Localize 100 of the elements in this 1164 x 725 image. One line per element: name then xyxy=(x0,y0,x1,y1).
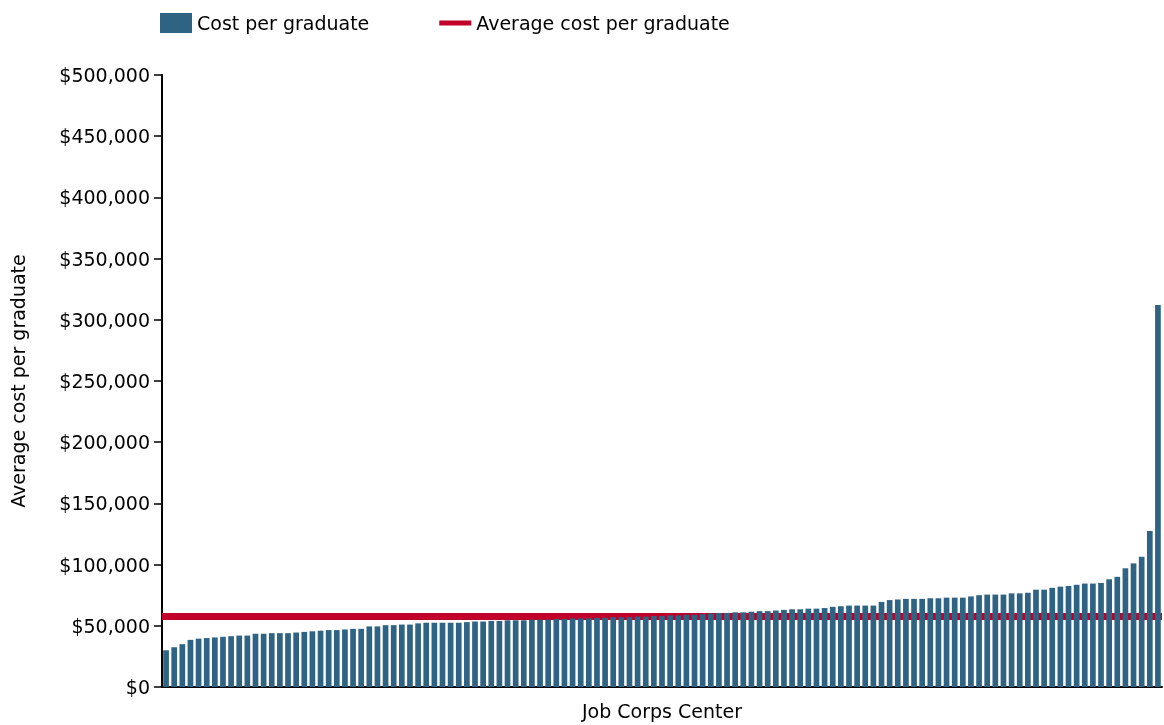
y-tick-label: $100,000 xyxy=(59,553,150,576)
y-tick-label: $0 xyxy=(125,676,150,698)
bar xyxy=(228,636,234,687)
bar xyxy=(1106,579,1112,687)
bar xyxy=(594,617,600,687)
y-tick-label: $50,000 xyxy=(71,614,150,637)
bar xyxy=(854,605,860,687)
y-axis-title: Average cost per graduate xyxy=(6,254,29,508)
bar xyxy=(1025,592,1031,687)
y-tick-label: $300,000 xyxy=(59,308,150,331)
bar xyxy=(959,597,966,687)
bar xyxy=(976,595,982,687)
bar xyxy=(707,613,714,687)
bar xyxy=(1114,576,1121,687)
bar xyxy=(512,620,519,687)
bar xyxy=(203,638,210,687)
bar xyxy=(602,617,608,687)
bar xyxy=(423,622,430,687)
bar xyxy=(903,598,909,687)
bar xyxy=(846,605,852,687)
bar xyxy=(659,616,665,687)
bar xyxy=(301,631,308,687)
bar xyxy=(651,616,657,687)
bar xyxy=(464,622,470,687)
bar xyxy=(789,609,795,687)
bar xyxy=(472,621,478,687)
y-tick-label: $250,000 xyxy=(59,370,150,392)
bar xyxy=(1033,589,1039,687)
bar xyxy=(764,611,771,687)
bar xyxy=(553,619,560,687)
bar xyxy=(1098,582,1104,687)
bar xyxy=(724,612,730,687)
y-tick-label: $450,000 xyxy=(59,125,150,148)
bar xyxy=(862,605,869,687)
bar xyxy=(163,650,169,687)
legend-label: Cost per graduate xyxy=(197,12,370,34)
bar xyxy=(772,610,779,687)
bar xyxy=(455,622,462,687)
bar xyxy=(220,636,226,687)
bar xyxy=(675,615,682,687)
bar xyxy=(358,628,365,687)
y-tick-label: $200,000 xyxy=(59,431,150,454)
bar xyxy=(1155,305,1161,687)
bar xyxy=(325,630,332,687)
bar xyxy=(805,608,812,687)
bar xyxy=(781,609,787,687)
bar xyxy=(894,599,901,687)
bar xyxy=(797,609,804,687)
bar xyxy=(171,647,178,687)
bar xyxy=(212,637,218,687)
bar xyxy=(407,624,413,687)
bar xyxy=(520,620,527,687)
bar xyxy=(545,619,552,687)
bar xyxy=(398,624,405,687)
bar xyxy=(951,597,958,687)
bar xyxy=(911,598,917,687)
y-tick-label: $400,000 xyxy=(59,186,150,209)
bar xyxy=(1016,593,1023,687)
bar xyxy=(1041,589,1047,687)
bar xyxy=(838,606,844,687)
bar xyxy=(1090,583,1096,687)
bar xyxy=(740,612,747,687)
bar xyxy=(285,633,291,687)
bar xyxy=(277,633,283,687)
bar xyxy=(350,628,356,687)
bar xyxy=(529,619,535,687)
bar xyxy=(585,618,592,687)
legend-label: Average cost per graduate xyxy=(476,12,730,34)
bar xyxy=(919,598,926,687)
x-axis-title: Job Corps Center xyxy=(581,699,743,722)
bar xyxy=(236,635,243,687)
y-tick-label: $150,000 xyxy=(59,492,150,515)
bar xyxy=(716,612,722,687)
bar xyxy=(268,633,275,687)
bar xyxy=(415,623,421,687)
bar xyxy=(179,644,186,687)
bar xyxy=(333,630,340,687)
y-tick-label: $350,000 xyxy=(59,247,150,270)
bar xyxy=(829,606,836,687)
bar xyxy=(342,629,348,687)
bar xyxy=(293,632,299,687)
bar xyxy=(390,625,397,687)
bar xyxy=(537,619,543,687)
bar xyxy=(1081,583,1088,687)
y-tick-label: $500,000 xyxy=(59,64,150,86)
bar xyxy=(1146,530,1153,687)
bar xyxy=(642,616,649,687)
bar xyxy=(610,617,617,687)
bar xyxy=(366,626,373,687)
bar xyxy=(480,621,486,687)
bar xyxy=(1049,587,1056,687)
bar xyxy=(968,596,974,687)
bar xyxy=(577,618,584,687)
bar xyxy=(667,615,673,687)
bar xyxy=(488,620,495,687)
bar xyxy=(732,612,739,687)
bar xyxy=(927,598,934,687)
bar xyxy=(1138,556,1145,687)
bar xyxy=(984,594,991,687)
bar xyxy=(992,594,999,687)
